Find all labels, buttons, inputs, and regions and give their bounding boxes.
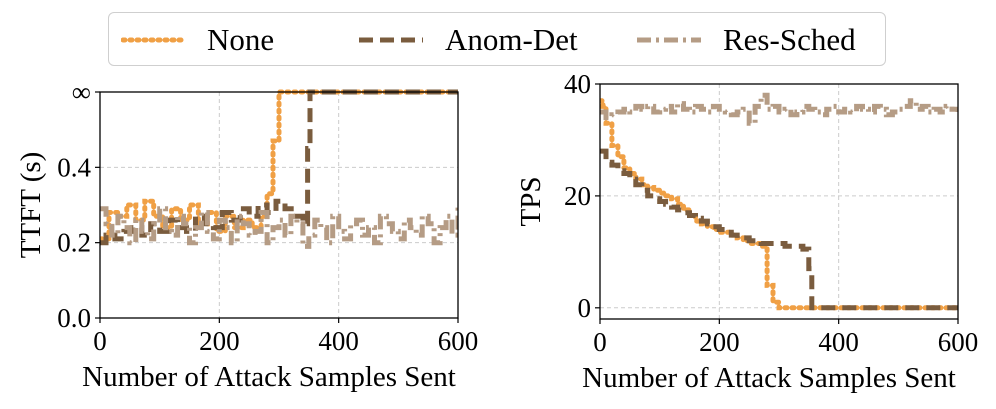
x-tick-label: 600 <box>938 327 979 357</box>
x-tick-label: 0 <box>593 327 607 357</box>
legend-entry-none: None <box>121 23 274 57</box>
y-tick-label: 0.4 <box>57 152 91 182</box>
y-tick-label: 40 <box>564 74 591 99</box>
tps-chart: 0 200 400 600 0 20 40 Number of Attack Samples … <box>515 74 979 394</box>
legend-label-anom-det: Anom-Det <box>445 22 578 57</box>
legend-line-res-sched <box>637 37 701 43</box>
y-tick-label: 0 <box>578 293 592 323</box>
plot-frame <box>599 83 959 320</box>
y-tick-label: 0.0 <box>57 303 91 333</box>
x-tick-label: 400 <box>818 327 859 357</box>
y-axis-label: TPS <box>515 177 547 227</box>
legend-entry-anom-det: Anom-Det <box>359 23 578 57</box>
x-tick-label: 600 <box>438 326 479 356</box>
legend: None Anom-Det Res-Sched <box>108 12 886 66</box>
x-tick-label: 0 <box>93 326 107 356</box>
series-line-anom-det <box>600 148 958 311</box>
x-tick-label: 200 <box>699 327 740 357</box>
x-tick-label: 400 <box>318 326 359 356</box>
x-axis-label: Number of Attack Samples Sent <box>582 362 956 394</box>
legend-label-res-sched: Res-Sched <box>723 22 856 57</box>
legend-line-none <box>121 37 185 43</box>
series-line-none <box>100 89 458 242</box>
x-tick-label: 200 <box>199 326 240 356</box>
y-tick-label: 20 <box>564 181 591 211</box>
legend-entry-res-sched: Res-Sched <box>637 23 856 57</box>
y-axis-label: TTFT (s) <box>15 152 47 259</box>
series-line-res-sched <box>600 92 958 126</box>
ttft-chart: 0 200 400 600 0.0 0.2 0.4 ∞ Number of Attack Sam… <box>15 77 479 393</box>
plot-frame <box>99 91 459 319</box>
x-axis-label: Number of Attack Samples Sent <box>82 361 456 393</box>
series-line-anom-det <box>100 89 458 246</box>
series-line-res-sched <box>100 205 458 249</box>
y-tick-label: ∞ <box>72 77 91 107</box>
legend-line-anom-det <box>359 37 423 43</box>
series-line-none <box>600 98 958 311</box>
y-tick-label: 0.2 <box>57 228 91 258</box>
legend-label-none: None <box>207 22 275 57</box>
